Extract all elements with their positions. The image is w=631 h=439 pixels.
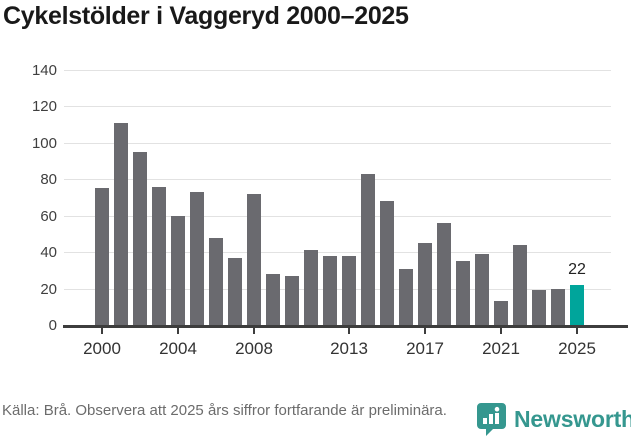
x-axis-label-2017: 2017 <box>406 339 444 358</box>
bar-2001 <box>114 122 128 325</box>
y-axis-label-140: 140 <box>31 62 57 79</box>
bar-2022 <box>513 244 527 325</box>
bar-2005 <box>190 192 204 325</box>
x-tick-2025 <box>576 328 578 334</box>
bar-2014 <box>361 173 375 325</box>
bar-2009 <box>266 274 280 325</box>
x-tick-2000 <box>101 328 103 334</box>
y-axis-label-80: 80 <box>40 171 57 188</box>
y-axis-label-120: 120 <box>31 98 57 115</box>
gridline-40 <box>64 252 611 253</box>
bar-2019 <box>456 261 470 325</box>
y-axis-label-40: 40 <box>40 244 57 261</box>
x-axis-label-2008: 2008 <box>235 339 273 358</box>
bar-2023 <box>532 290 546 325</box>
bar-2018 <box>437 223 451 325</box>
x-tick-2008 <box>253 328 255 334</box>
gridline-140 <box>64 70 611 71</box>
bar-2020 <box>475 253 489 325</box>
bar-2025 <box>570 284 584 325</box>
x-axis-label-2013: 2013 <box>330 339 368 358</box>
bar-2011 <box>304 250 318 325</box>
value-label-2025: 22 <box>568 260 586 278</box>
bar-2013 <box>342 255 356 325</box>
bar-2008 <box>247 193 261 325</box>
x-tick-2021 <box>500 328 502 334</box>
x-axis-label-2004: 2004 <box>159 339 197 358</box>
newsworthy-logo-icon <box>477 403 506 436</box>
x-tick-2004 <box>177 328 179 334</box>
gridline-120 <box>64 106 611 107</box>
newsworthy-logo: Newsworthy <box>476 402 631 436</box>
bar-2021 <box>494 301 508 325</box>
bar-2002 <box>133 151 147 325</box>
y-axis-label-100: 100 <box>31 135 57 152</box>
bar-2017 <box>418 243 432 325</box>
bar-2010 <box>285 275 299 325</box>
source-note: Källa: Brå. Observera att 2025 års siffr… <box>2 402 447 419</box>
bar-2024 <box>551 288 565 325</box>
y-axis-label-60: 60 <box>40 208 57 225</box>
bar-2000 <box>95 188 109 325</box>
bar-2003 <box>152 186 166 325</box>
gridline-100 <box>64 143 611 144</box>
x-tick-2017 <box>424 328 426 334</box>
bar-2006 <box>209 237 223 325</box>
y-axis-label-0: 0 <box>48 317 57 334</box>
newsworthy-logo-text: Newsworthy <box>514 405 631 432</box>
bar-2012 <box>323 255 337 325</box>
x-tick-2013 <box>348 328 350 334</box>
x-axis-label-2025: 2025 <box>558 339 596 358</box>
y-axis-label-20: 20 <box>40 281 57 298</box>
x-axis-label-2021: 2021 <box>482 339 520 358</box>
bar-2016 <box>399 268 413 325</box>
gridline-20 <box>64 289 611 290</box>
chart-title: Cykelstölder i Vaggeryd 2000–2025 <box>3 2 409 30</box>
gridline-60 <box>64 216 611 217</box>
x-axis-line <box>63 325 628 328</box>
bar-2004 <box>171 215 185 325</box>
bar-2015 <box>380 201 394 325</box>
gridline-80 <box>64 179 611 180</box>
x-axis-label-2000: 2000 <box>83 339 121 358</box>
bar-2007 <box>228 257 242 325</box>
